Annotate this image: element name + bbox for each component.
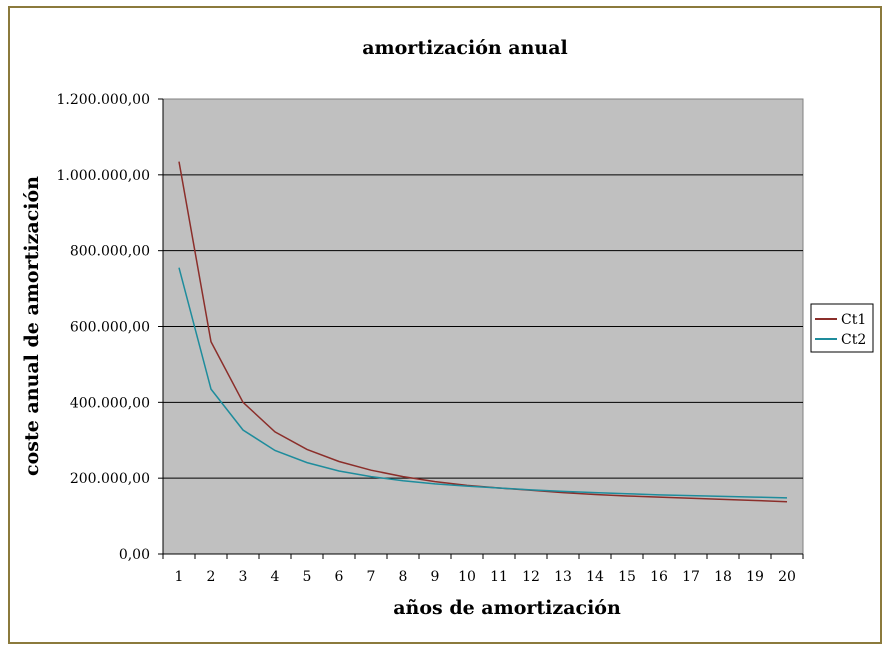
series-line-ct2 xyxy=(178,267,788,499)
x-tick-label: 20 xyxy=(778,569,796,585)
y-tick-label: 1.200.000,00 xyxy=(56,92,150,108)
x-tick-label: 19 xyxy=(746,569,764,585)
y-axis-title: coste anual de amortización xyxy=(21,176,43,476)
x-tick-label: 12 xyxy=(522,569,540,585)
chart-title: amortización anual xyxy=(362,37,568,59)
x-tick-label: 4 xyxy=(271,569,280,585)
x-tick-label: 7 xyxy=(367,569,376,585)
x-tick-label: 6 xyxy=(335,569,344,585)
x-tick-label: 17 xyxy=(682,569,700,585)
x-tick-label: 10 xyxy=(458,569,476,585)
y-tick-label: 400.000,00 xyxy=(70,395,150,411)
x-tick-label: 16 xyxy=(650,569,668,585)
y-axis-ticks: 0,00 200.000,00 400.000,00 600.000,00 800.00… xyxy=(56,92,164,563)
x-tick-label: 14 xyxy=(586,569,604,585)
legend-box xyxy=(810,303,874,353)
x-tick-label: 15 xyxy=(618,569,636,585)
x-tick-label: 11 xyxy=(490,569,508,585)
y-tick-label: 200.000,00 xyxy=(70,471,150,487)
x-tick-label: 18 xyxy=(714,569,732,585)
legend-label-ct2: Ct2 xyxy=(841,332,866,348)
gridlines xyxy=(163,174,803,479)
x-tick-label: 1 xyxy=(175,569,184,585)
x-tick-label: 3 xyxy=(239,569,248,585)
x-axis-title: años de amortización xyxy=(393,597,621,619)
x-tick-label: 5 xyxy=(303,569,312,585)
y-tick-label: 1.000.000,00 xyxy=(56,168,150,184)
x-tick-label: 8 xyxy=(399,569,408,585)
legend-label-ct1: Ct1 xyxy=(841,312,866,328)
series-lines xyxy=(178,161,788,503)
x-tick-label: 13 xyxy=(554,569,572,585)
y-tick-label: 600.000,00 xyxy=(70,320,150,336)
x-tick-label: 9 xyxy=(431,569,440,585)
x-axis-ticks: 1 2 3 4 5 6 7 8 9 10 11 12 13 14 15 16 17 18 19 20 xyxy=(162,553,804,585)
x-tick-label: 2 xyxy=(207,569,216,585)
y-tick-label: 800.000,00 xyxy=(70,244,150,260)
line-chart: amortización anual 0,00 200.000,00 400.000… xyxy=(21,37,874,619)
chart-frame: amortización anual 0,00 200.000,00 400.000… xyxy=(8,6,882,644)
y-tick-label: 0,00 xyxy=(119,547,150,563)
